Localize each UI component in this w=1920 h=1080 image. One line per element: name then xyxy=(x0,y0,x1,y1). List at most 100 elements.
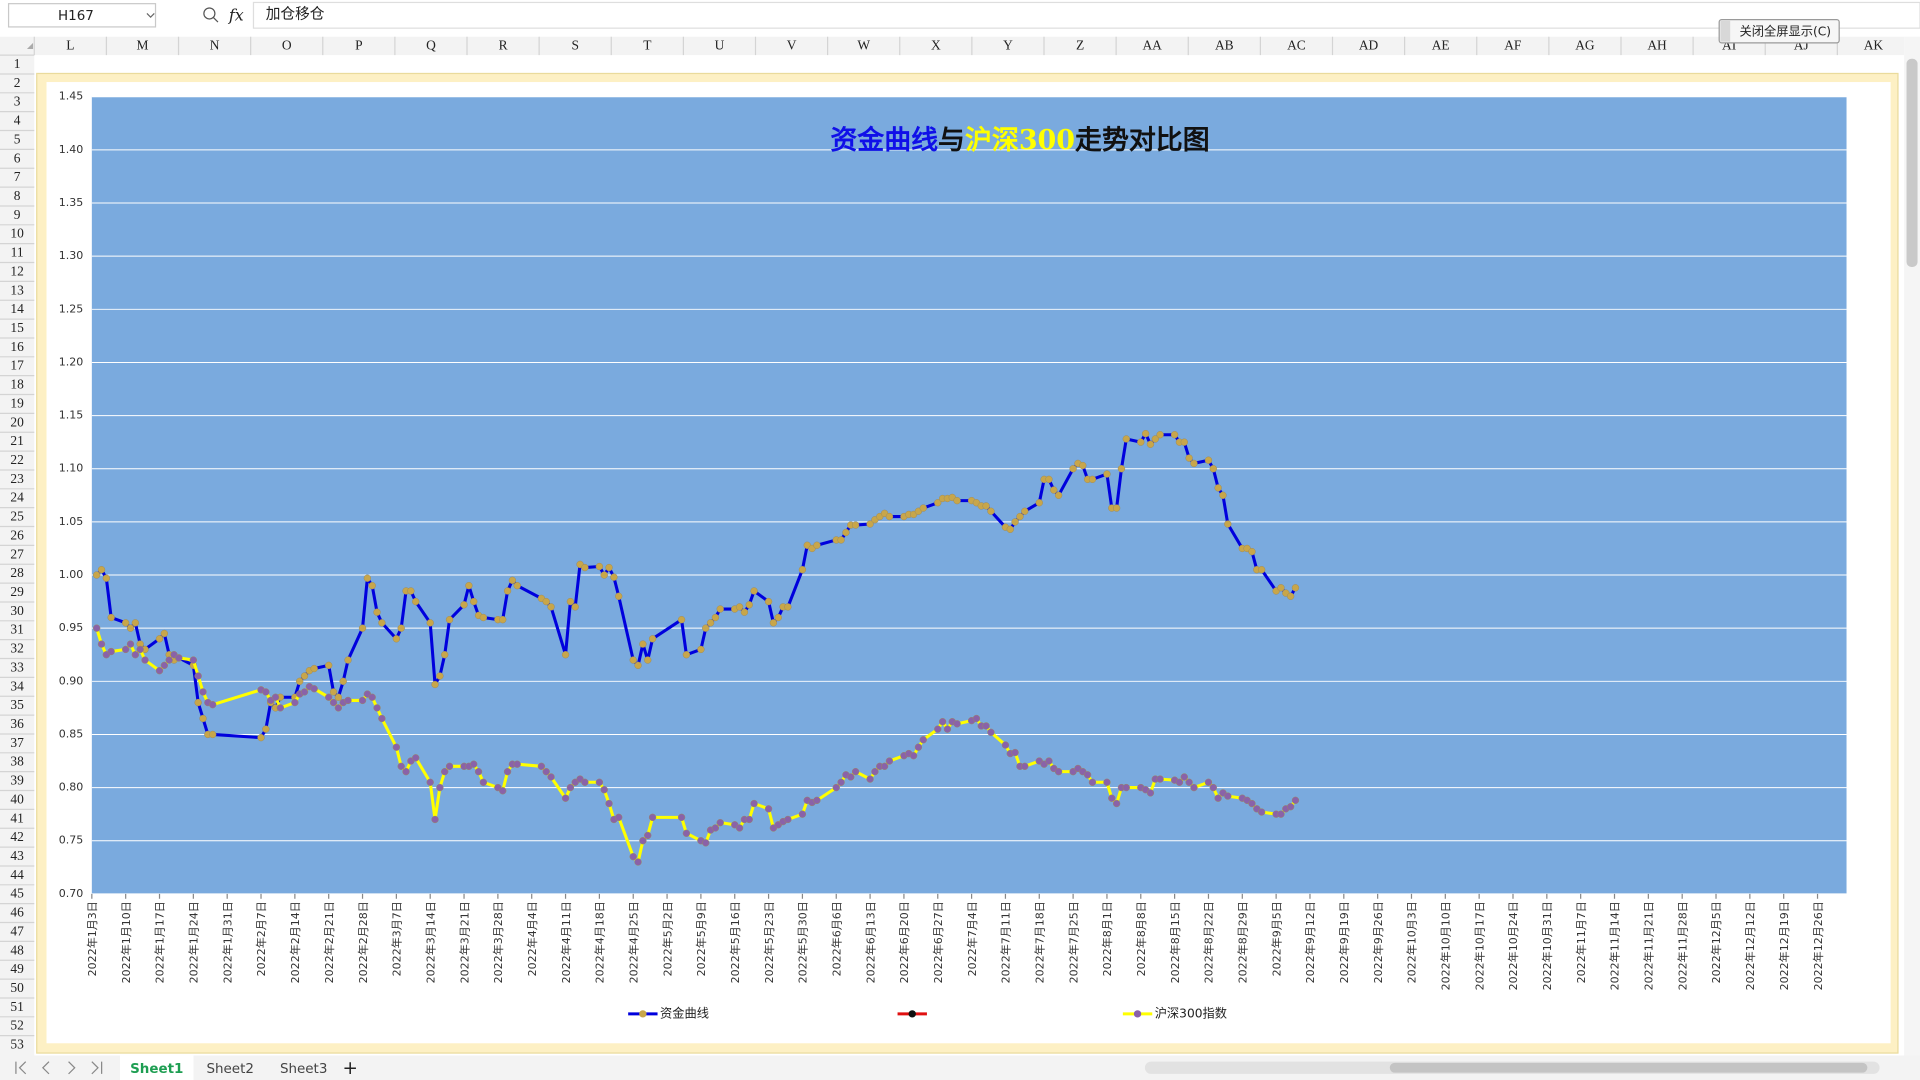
data-point xyxy=(276,704,285,712)
close-fullscreen-button[interactable] xyxy=(1718,18,1840,44)
column-label[interactable]: AK xyxy=(1864,38,1884,53)
column-label[interactable]: L xyxy=(66,38,74,53)
column-label[interactable]: AH xyxy=(1647,38,1667,53)
sheet-tab[interactable]: Sheet3 xyxy=(280,1062,327,1077)
row-label[interactable]: 46 xyxy=(10,905,24,920)
row-label[interactable]: 51 xyxy=(10,999,23,1014)
column-label[interactable]: AB xyxy=(1215,38,1234,53)
row-label[interactable]: 50 xyxy=(10,980,24,995)
data-point xyxy=(595,778,604,786)
horizontal-scroll-thumb[interactable] xyxy=(1389,1062,1868,1073)
column-label[interactable]: M xyxy=(136,38,148,53)
column-label[interactable]: N xyxy=(210,38,220,53)
row-label[interactable]: 17 xyxy=(10,358,24,373)
column-label[interactable]: AC xyxy=(1287,38,1306,53)
row-label[interactable]: 24 xyxy=(10,490,24,505)
vertical-scrollbar[interactable] xyxy=(1904,36,1920,1056)
row-label[interactable]: 40 xyxy=(10,791,24,806)
row-label[interactable]: 15 xyxy=(10,320,24,335)
row-label[interactable]: 2 xyxy=(14,75,21,90)
row-label[interactable]: 48 xyxy=(10,942,24,957)
row-label[interactable]: 30 xyxy=(10,603,24,618)
row-label[interactable]: 19 xyxy=(10,395,24,410)
row-label[interactable]: 8 xyxy=(14,188,21,203)
row-label[interactable]: 6 xyxy=(14,150,21,165)
row-label[interactable]: 4 xyxy=(14,113,21,128)
row-label[interactable]: 36 xyxy=(10,716,24,731)
row-label[interactable]: 21 xyxy=(10,433,23,448)
column-label[interactable]: V xyxy=(787,38,797,53)
column-label[interactable]: O xyxy=(282,38,292,53)
column-label[interactable]: S xyxy=(571,38,578,53)
row-label[interactable]: 43 xyxy=(10,848,24,863)
column-label[interactable]: R xyxy=(499,38,508,53)
row-label[interactable]: 53 xyxy=(10,1037,24,1052)
select-all[interactable] xyxy=(26,42,34,49)
row-label[interactable]: 52 xyxy=(10,1018,23,1033)
row-label[interactable]: 37 xyxy=(10,735,24,750)
row-label[interactable]: 34 xyxy=(10,678,24,693)
row-label[interactable]: 41 xyxy=(10,810,23,825)
row-label[interactable]: 12 xyxy=(10,263,23,278)
row-label[interactable]: 49 xyxy=(10,961,24,976)
column-label[interactable]: Z xyxy=(1076,38,1084,53)
column-label[interactable]: AA xyxy=(1142,38,1162,53)
zoom-icon[interactable] xyxy=(203,7,216,20)
row-label[interactable]: 3 xyxy=(14,94,21,109)
row-label[interactable]: 14 xyxy=(10,301,24,316)
row-label[interactable]: 23 xyxy=(10,471,24,486)
sheet-tab[interactable]: Sheet1 xyxy=(130,1062,183,1077)
row-label[interactable]: 16 xyxy=(10,339,24,354)
row-label[interactable]: 5 xyxy=(14,131,21,146)
row-label[interactable]: 39 xyxy=(10,773,24,788)
column-label[interactable]: T xyxy=(643,38,651,53)
row-label[interactable]: 45 xyxy=(10,886,24,901)
row-label[interactable]: 25 xyxy=(10,509,24,524)
column-label[interactable]: Q xyxy=(426,38,436,53)
row-label[interactable]: 13 xyxy=(10,282,24,297)
row-label[interactable]: 27 xyxy=(10,546,24,561)
row-label[interactable]: 35 xyxy=(10,697,24,712)
data-point xyxy=(735,603,744,611)
row-label[interactable]: 9 xyxy=(14,207,21,222)
row-label[interactable]: 31 xyxy=(10,622,23,637)
row-label[interactable]: 20 xyxy=(10,414,24,429)
column-label[interactable]: U xyxy=(715,38,725,53)
row-label[interactable]: 1 xyxy=(14,56,21,71)
row-label[interactable]: 29 xyxy=(10,584,24,599)
data-point xyxy=(1021,762,1029,771)
column-label[interactable]: X xyxy=(931,38,941,53)
row-label[interactable]: 47 xyxy=(10,923,24,938)
legend-marker xyxy=(1133,1010,1142,1018)
active-tab[interactable] xyxy=(120,1055,194,1080)
row-label[interactable]: 11 xyxy=(11,245,24,260)
row-label[interactable]: 44 xyxy=(10,867,24,882)
column-label[interactable]: AE xyxy=(1432,38,1450,53)
formula-bar[interactable] xyxy=(252,1,1920,29)
row-label[interactable]: 28 xyxy=(10,565,24,580)
column-label[interactable]: AF xyxy=(1504,38,1521,53)
fx-label[interactable]: fx xyxy=(228,5,244,24)
column-label[interactable]: Y xyxy=(1003,38,1013,53)
row-label[interactable]: 42 xyxy=(10,829,23,844)
column-label[interactable]: AD xyxy=(1359,38,1379,53)
row-label[interactable]: 33 xyxy=(10,659,24,674)
name-box[interactable] xyxy=(7,3,157,28)
column-label[interactable]: P xyxy=(355,38,362,53)
column-label[interactable]: W xyxy=(857,38,870,53)
row-label[interactable]: 22 xyxy=(10,452,23,467)
column-label[interactable]: AG xyxy=(1575,38,1595,53)
row-label[interactable]: 7 xyxy=(14,169,21,184)
sheet-nav[interactable] xyxy=(15,1061,103,1075)
vertical-scroll-thumb[interactable] xyxy=(1906,58,1918,267)
row-label[interactable]: 32 xyxy=(10,641,23,656)
row-label[interactable]: 38 xyxy=(10,754,24,769)
data-point xyxy=(605,799,613,808)
row-label[interactable]: 18 xyxy=(10,377,24,392)
data-point xyxy=(368,581,376,590)
add-sheet[interactable]: + xyxy=(343,1058,358,1079)
dropdown-arrow[interactable] xyxy=(146,13,155,19)
row-label[interactable]: 26 xyxy=(10,527,24,542)
row-label[interactable]: 10 xyxy=(10,226,24,241)
sheet-tab[interactable]: Sheet2 xyxy=(206,1062,253,1077)
